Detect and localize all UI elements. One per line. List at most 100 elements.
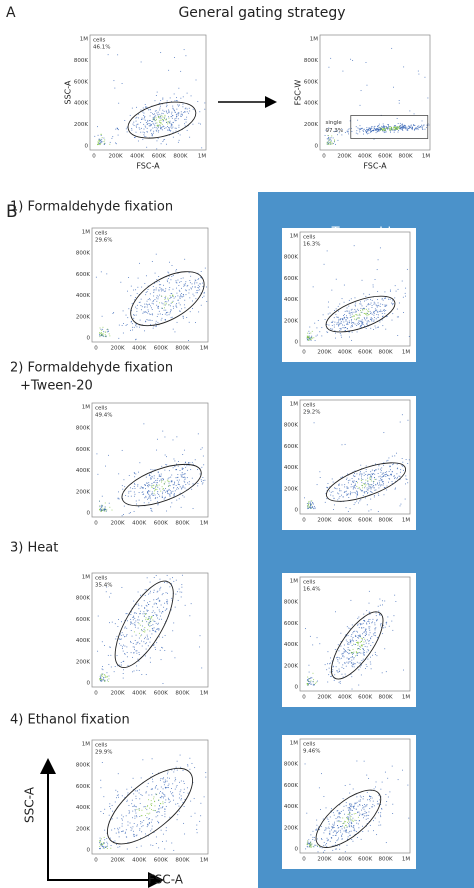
event-dot <box>156 811 158 813</box>
event-dot <box>350 803 352 805</box>
event-dot <box>357 133 359 135</box>
event-dot <box>368 487 370 489</box>
event-dot <box>169 311 171 313</box>
event-dot <box>176 321 178 323</box>
event-dot <box>137 485 139 487</box>
event-dot <box>152 773 154 774</box>
event-dot <box>402 461 404 463</box>
event-dot <box>173 492 175 494</box>
event-dot <box>352 653 353 655</box>
event-dot <box>151 319 153 321</box>
event-dot <box>128 512 130 514</box>
event-dot <box>121 586 123 588</box>
event-dot <box>187 792 189 794</box>
event-dot <box>363 641 365 643</box>
event-dot <box>145 485 147 486</box>
event-dot <box>384 313 386 315</box>
row-label: +Tween-20 <box>20 379 93 394</box>
event-dot <box>140 122 142 124</box>
event-dot <box>121 825 123 827</box>
event-dot <box>157 590 159 592</box>
event-dot <box>101 762 103 763</box>
event-dot <box>135 795 137 797</box>
event-dot <box>179 290 181 292</box>
event-dot <box>376 309 378 311</box>
event-dot <box>417 125 419 127</box>
event-dot <box>374 817 376 819</box>
event-dot <box>118 831 120 833</box>
event-dot <box>133 652 135 654</box>
event-dot <box>369 494 371 496</box>
event-dot <box>382 304 384 306</box>
y-tick-label: 800K <box>304 58 318 64</box>
event-dot <box>152 809 154 811</box>
event-dot <box>98 139 100 141</box>
event-dot <box>156 279 158 280</box>
event-dot <box>168 477 170 479</box>
event-dot <box>383 125 385 127</box>
y-tick-label: 600K <box>284 621 298 627</box>
event-dot <box>352 637 354 638</box>
event-dot <box>335 308 337 310</box>
event-dot <box>197 289 199 291</box>
event-dot <box>135 473 137 475</box>
event-dot <box>175 593 177 595</box>
event-dot <box>161 594 163 596</box>
event-dot <box>330 676 332 677</box>
event-dot <box>101 329 103 331</box>
event-dot <box>148 813 150 815</box>
event-dot <box>99 848 101 850</box>
event-dot <box>370 318 372 320</box>
event-dot <box>339 658 341 660</box>
event-dot <box>179 492 181 494</box>
event-dot <box>362 633 364 635</box>
event-dot <box>200 304 202 306</box>
event-dot <box>155 488 157 490</box>
event-dot <box>168 121 170 123</box>
event-dot <box>369 613 371 615</box>
event-dot <box>345 639 347 641</box>
event-dot <box>186 111 188 113</box>
event-dot <box>375 304 377 306</box>
event-dot <box>349 322 351 324</box>
event-dot <box>377 125 379 127</box>
event-dot <box>177 272 179 274</box>
event-dot <box>156 793 158 795</box>
event-dot <box>328 828 330 829</box>
event-dot <box>359 471 361 473</box>
event-dot <box>125 829 127 831</box>
event-dot <box>196 292 198 294</box>
event-dot <box>163 478 164 480</box>
event-dot <box>409 126 411 128</box>
event-dot <box>363 293 365 295</box>
event-dot <box>146 577 148 579</box>
event-dot <box>373 482 375 484</box>
event-dot <box>348 642 350 643</box>
event-dot <box>173 458 175 460</box>
event-dot <box>349 830 351 832</box>
event-dot <box>141 674 143 675</box>
event-dot <box>182 495 184 497</box>
event-dot <box>380 623 382 625</box>
event-dot <box>183 477 185 478</box>
event-dot <box>119 827 121 829</box>
event-dot <box>164 296 166 298</box>
event-dot <box>317 319 319 321</box>
event-dot <box>382 299 384 301</box>
event-dot <box>350 58 352 60</box>
event-dot <box>351 325 353 327</box>
event-dot <box>345 330 346 331</box>
event-dot <box>360 796 362 798</box>
event-dot <box>358 637 360 639</box>
event-dot <box>134 815 136 817</box>
event-dot <box>164 794 166 796</box>
event-dot <box>366 322 368 324</box>
event-dot <box>165 799 167 801</box>
event-dot <box>106 841 108 843</box>
event-dot <box>398 100 400 101</box>
event-dot <box>391 319 393 321</box>
event-dot <box>121 814 123 816</box>
event-dot <box>149 657 151 659</box>
event-dot <box>361 813 363 815</box>
